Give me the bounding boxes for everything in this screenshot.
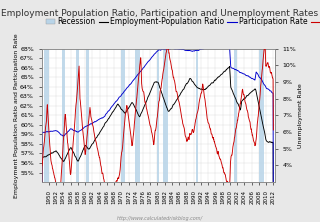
Y-axis label: Unemployment Rate: Unemployment Rate — [298, 83, 303, 148]
Bar — [121, 49, 124, 182]
Bar — [44, 49, 49, 182]
Bar — [163, 49, 168, 182]
Bar — [135, 49, 140, 182]
Bar — [234, 49, 237, 182]
Text: http://www.calculatedriskblog.com/: http://www.calculatedriskblog.com/ — [117, 216, 203, 221]
Bar — [86, 49, 89, 182]
Bar — [196, 49, 198, 182]
Legend: Recession, Employment-Population Ratio, Participation Rate, Unemployment Rate: Recession, Employment-Population Ratio, … — [45, 17, 320, 27]
Bar — [157, 49, 159, 182]
Bar — [259, 49, 264, 182]
Bar — [61, 49, 65, 182]
Bar — [76, 49, 79, 182]
Y-axis label: Employment Population Ratio and Participation Rate: Employment Population Ratio and Particip… — [14, 33, 19, 198]
Text: Employment Population Ratio, Participation and Unemployment Rates: Employment Population Ratio, Participati… — [1, 9, 319, 18]
